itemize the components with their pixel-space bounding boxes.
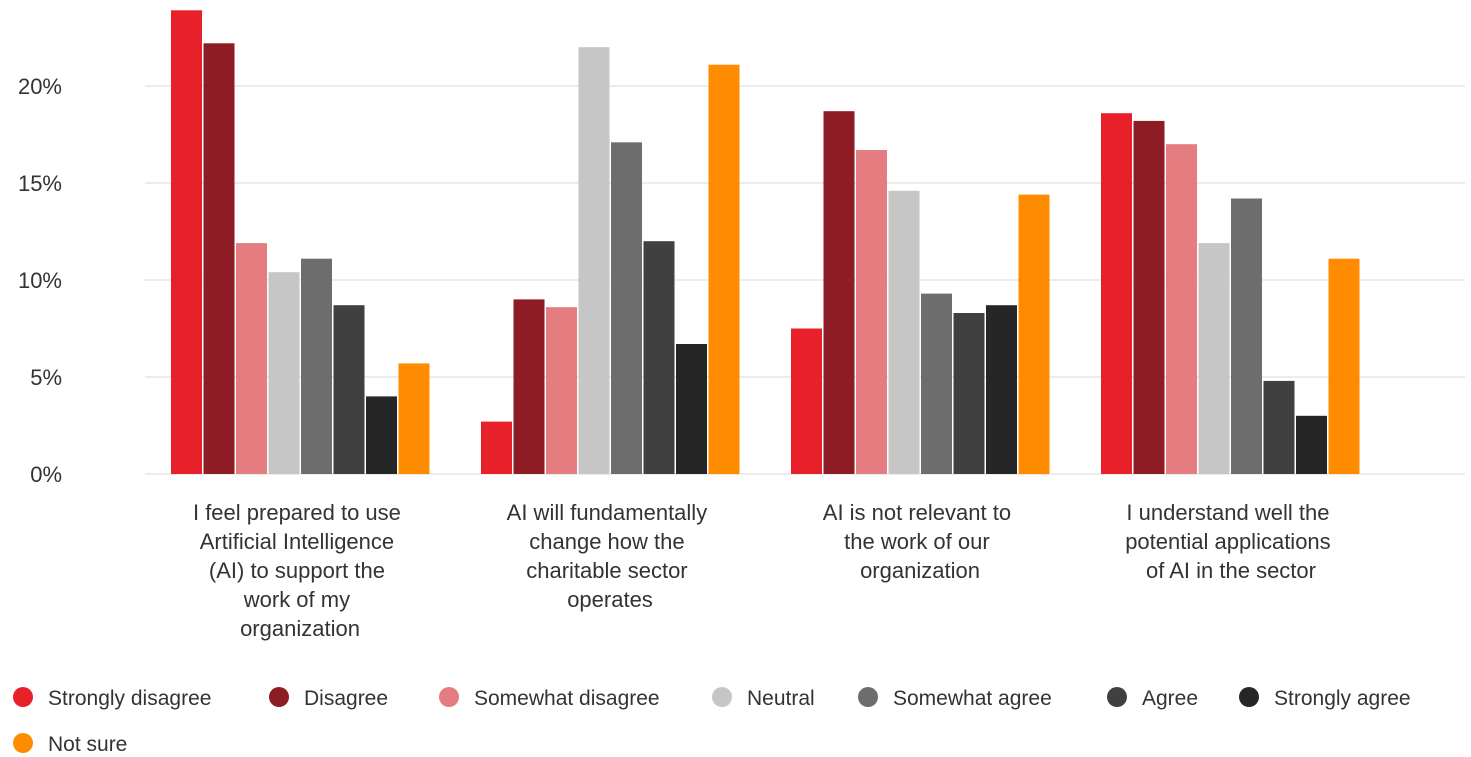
- bar[interactable]: [708, 64, 740, 474]
- legend-item[interactable]: Not sure: [13, 733, 127, 756]
- bars: [171, 10, 1360, 475]
- legend-swatch: [1239, 687, 1259, 707]
- x-category-label: I feel prepared to use Artificial Intell…: [193, 500, 407, 641]
- bar[interactable]: [676, 344, 707, 474]
- bar[interactable]: [1018, 194, 1050, 474]
- bar[interactable]: [856, 150, 887, 474]
- bar[interactable]: [643, 241, 675, 474]
- bar[interactable]: [1263, 380, 1295, 474]
- legend-item[interactable]: Strongly disagree: [13, 687, 211, 710]
- bar[interactable]: [1133, 120, 1165, 475]
- x-category-label: I understand well the potential applicat…: [1125, 500, 1337, 583]
- y-tick-label: 20%: [18, 74, 62, 99]
- bar[interactable]: [268, 272, 300, 474]
- legend-label: Disagree: [304, 687, 388, 710]
- legend-label: Somewhat agree: [893, 687, 1052, 710]
- bar[interactable]: [1296, 415, 1327, 474]
- legend-label: Agree: [1142, 687, 1198, 710]
- legend-label: Not sure: [48, 733, 127, 756]
- bar[interactable]: [546, 307, 577, 474]
- bar[interactable]: [1231, 198, 1262, 475]
- bar[interactable]: [513, 299, 545, 474]
- legend-item[interactable]: Disagree: [269, 687, 388, 710]
- bar[interactable]: [333, 305, 365, 474]
- y-tick-label: 10%: [18, 268, 62, 293]
- bar[interactable]: [986, 305, 1017, 474]
- bar[interactable]: [1328, 258, 1360, 474]
- bar[interactable]: [398, 363, 430, 474]
- legend-swatch: [439, 687, 459, 707]
- legend-swatch: [858, 687, 878, 707]
- y-axis: 0% 5% 10% 15% 20%: [18, 74, 62, 487]
- legend-item[interactable]: Strongly agree: [1239, 687, 1411, 710]
- legend-label: Strongly disagree: [48, 687, 211, 710]
- legend-label: Neutral: [747, 687, 815, 710]
- legend-item[interactable]: Agree: [1107, 687, 1198, 710]
- legend-label: Strongly agree: [1274, 687, 1411, 710]
- y-tick-label: 15%: [18, 171, 62, 196]
- bar[interactable]: [953, 313, 985, 474]
- bar[interactable]: [203, 43, 235, 475]
- legend-swatch: [269, 687, 289, 707]
- legend-swatch: [712, 687, 732, 707]
- y-tick-label: 5%: [30, 365, 62, 390]
- legend-swatch: [1107, 687, 1127, 707]
- x-category-label: AI is not relevant to the work of our or…: [823, 500, 1017, 583]
- legend-item[interactable]: Somewhat disagree: [439, 687, 660, 710]
- legend: Strongly disagree Disagree Somewhat disa…: [13, 687, 1411, 756]
- bar[interactable]: [366, 396, 397, 474]
- legend-item[interactable]: Neutral: [712, 687, 815, 710]
- legend-swatch: [13, 733, 33, 753]
- bar[interactable]: [301, 258, 332, 474]
- bar[interactable]: [236, 243, 267, 474]
- bar[interactable]: [578, 47, 610, 474]
- bar[interactable]: [481, 421, 512, 474]
- x-axis: I feel prepared to use Artificial Intell…: [193, 500, 1337, 641]
- bar[interactable]: [171, 10, 202, 475]
- legend-item[interactable]: Somewhat agree: [858, 687, 1052, 710]
- x-category-label: AI will fundamentally change how the cha…: [507, 500, 714, 612]
- y-tick-label: 0%: [30, 462, 62, 487]
- bar[interactable]: [1198, 243, 1230, 474]
- bar[interactable]: [791, 328, 822, 475]
- bar[interactable]: [1166, 144, 1197, 474]
- legend-swatch: [13, 687, 33, 707]
- bar[interactable]: [611, 142, 642, 475]
- bar[interactable]: [823, 111, 855, 474]
- legend-label: Somewhat disagree: [474, 687, 660, 710]
- bar[interactable]: [888, 190, 920, 475]
- bar[interactable]: [921, 293, 952, 474]
- bar[interactable]: [1101, 113, 1132, 474]
